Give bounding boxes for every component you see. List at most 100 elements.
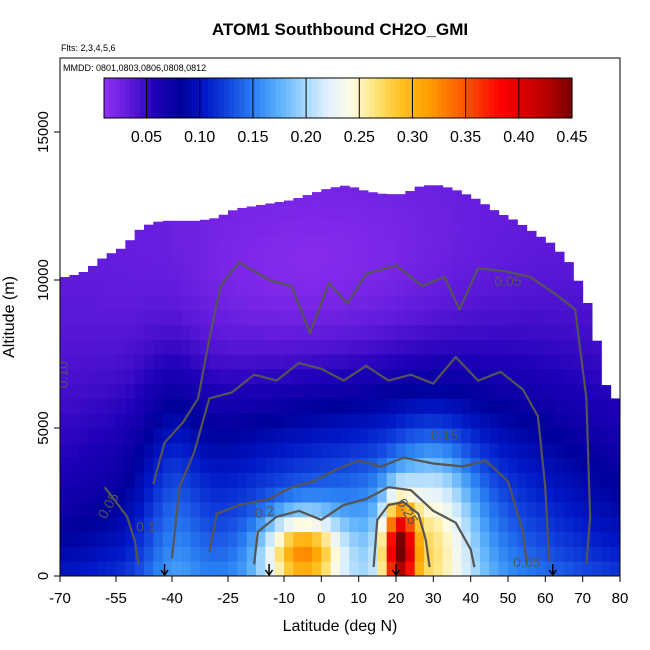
heat-cell xyxy=(60,309,70,325)
heat-cell xyxy=(265,368,276,385)
heat-cell xyxy=(442,191,453,207)
heat-cell xyxy=(489,235,500,251)
colorbar-swatch xyxy=(156,78,162,118)
heat-cell xyxy=(312,250,322,266)
heat-cell xyxy=(78,487,89,503)
heat-cell xyxy=(330,324,341,340)
heat-cell xyxy=(545,457,556,473)
heat-cell xyxy=(69,294,80,311)
heat-cell xyxy=(218,250,229,266)
heat-cell xyxy=(340,487,350,503)
heat-cell xyxy=(358,502,369,518)
heat-cell xyxy=(340,235,350,251)
heat-cell xyxy=(377,339,388,355)
heat-cell xyxy=(162,472,173,488)
heat-cell xyxy=(442,339,453,355)
heat-cell xyxy=(88,324,98,340)
heat-cell xyxy=(480,546,490,562)
heat-cell xyxy=(144,531,154,547)
heat-cell xyxy=(536,502,546,518)
heat-cell xyxy=(573,531,584,547)
heat-cell xyxy=(125,442,136,459)
heat-cell xyxy=(349,398,360,414)
flights-label: Flts: 2,3,4,5,6 xyxy=(61,43,116,53)
heat-cell xyxy=(564,561,574,576)
heat-cell xyxy=(517,224,528,237)
heat-cell xyxy=(368,383,378,399)
heat-cell xyxy=(340,206,350,222)
heat-cell xyxy=(246,383,257,399)
heat-cell xyxy=(302,250,313,266)
heat-cell xyxy=(106,502,117,518)
heat-cell xyxy=(405,265,416,281)
heat-cell xyxy=(386,309,397,325)
heat-cell xyxy=(452,191,462,207)
heat-cell xyxy=(293,324,304,340)
heat-cell xyxy=(172,457,182,473)
heat-cell xyxy=(582,472,593,488)
colorbar-swatch xyxy=(421,78,427,118)
heat-cell xyxy=(284,457,294,473)
heat-cell xyxy=(134,280,145,296)
heat-cell xyxy=(414,398,425,414)
colorbar-swatch xyxy=(213,78,219,118)
heat-cell xyxy=(414,383,425,399)
heat-cell xyxy=(125,413,136,429)
heat-cell xyxy=(284,383,294,399)
heat-cell xyxy=(610,561,620,576)
heat-cell xyxy=(358,220,369,237)
heat-cell xyxy=(433,457,444,473)
contour-line xyxy=(103,486,140,565)
heat-cell xyxy=(377,206,388,222)
heat-cell xyxy=(209,546,220,562)
heat-cell xyxy=(508,546,518,562)
heat-cell xyxy=(228,354,238,370)
heat-cell xyxy=(312,324,322,340)
heat-cell xyxy=(386,516,397,533)
heat-cell xyxy=(218,413,229,429)
heat-cell xyxy=(517,487,528,503)
heat-cell xyxy=(181,309,192,325)
heat-cell xyxy=(293,472,304,488)
heat-cell xyxy=(498,368,509,385)
heat-cell xyxy=(60,368,70,385)
heat-cell xyxy=(144,487,154,503)
heat-cell xyxy=(228,516,238,533)
heat-cell xyxy=(396,413,406,429)
heat-cell xyxy=(274,531,285,547)
heat-cell xyxy=(489,368,500,385)
heat-cell xyxy=(386,339,397,355)
heat-cell xyxy=(330,294,341,311)
heat-cell xyxy=(293,250,304,266)
heat-cell xyxy=(190,428,201,444)
chart-title: ATOM1 Southbound CH2O_GMI xyxy=(212,20,468,39)
heat-cell xyxy=(592,442,602,459)
heat-cell xyxy=(368,561,378,576)
heat-cell xyxy=(452,413,462,429)
heat-cell xyxy=(293,398,304,414)
heat-cell xyxy=(573,457,584,473)
heat-cell xyxy=(218,294,229,311)
heat-cell xyxy=(237,546,248,562)
heat-cell xyxy=(526,487,537,503)
heat-cell xyxy=(564,262,574,266)
heat-cell xyxy=(489,502,500,518)
heat-cell xyxy=(396,516,406,533)
heat-cell xyxy=(209,218,220,222)
heat-cell xyxy=(386,354,397,370)
heat-cell xyxy=(480,561,490,576)
heat-cell xyxy=(349,457,360,473)
heat-cell xyxy=(274,442,285,459)
heat-cell xyxy=(172,309,182,325)
heat-cell xyxy=(302,220,313,237)
heat-cell xyxy=(97,531,108,547)
heat-cell xyxy=(134,235,145,251)
heat-cell xyxy=(88,472,98,488)
heat-cell xyxy=(246,531,257,547)
heat-cell xyxy=(545,428,556,444)
heat-cell xyxy=(302,195,313,207)
colorbar-swatch xyxy=(317,78,323,118)
heat-cell xyxy=(498,235,509,251)
heat-cell xyxy=(144,294,154,311)
heat-cell xyxy=(256,339,266,355)
